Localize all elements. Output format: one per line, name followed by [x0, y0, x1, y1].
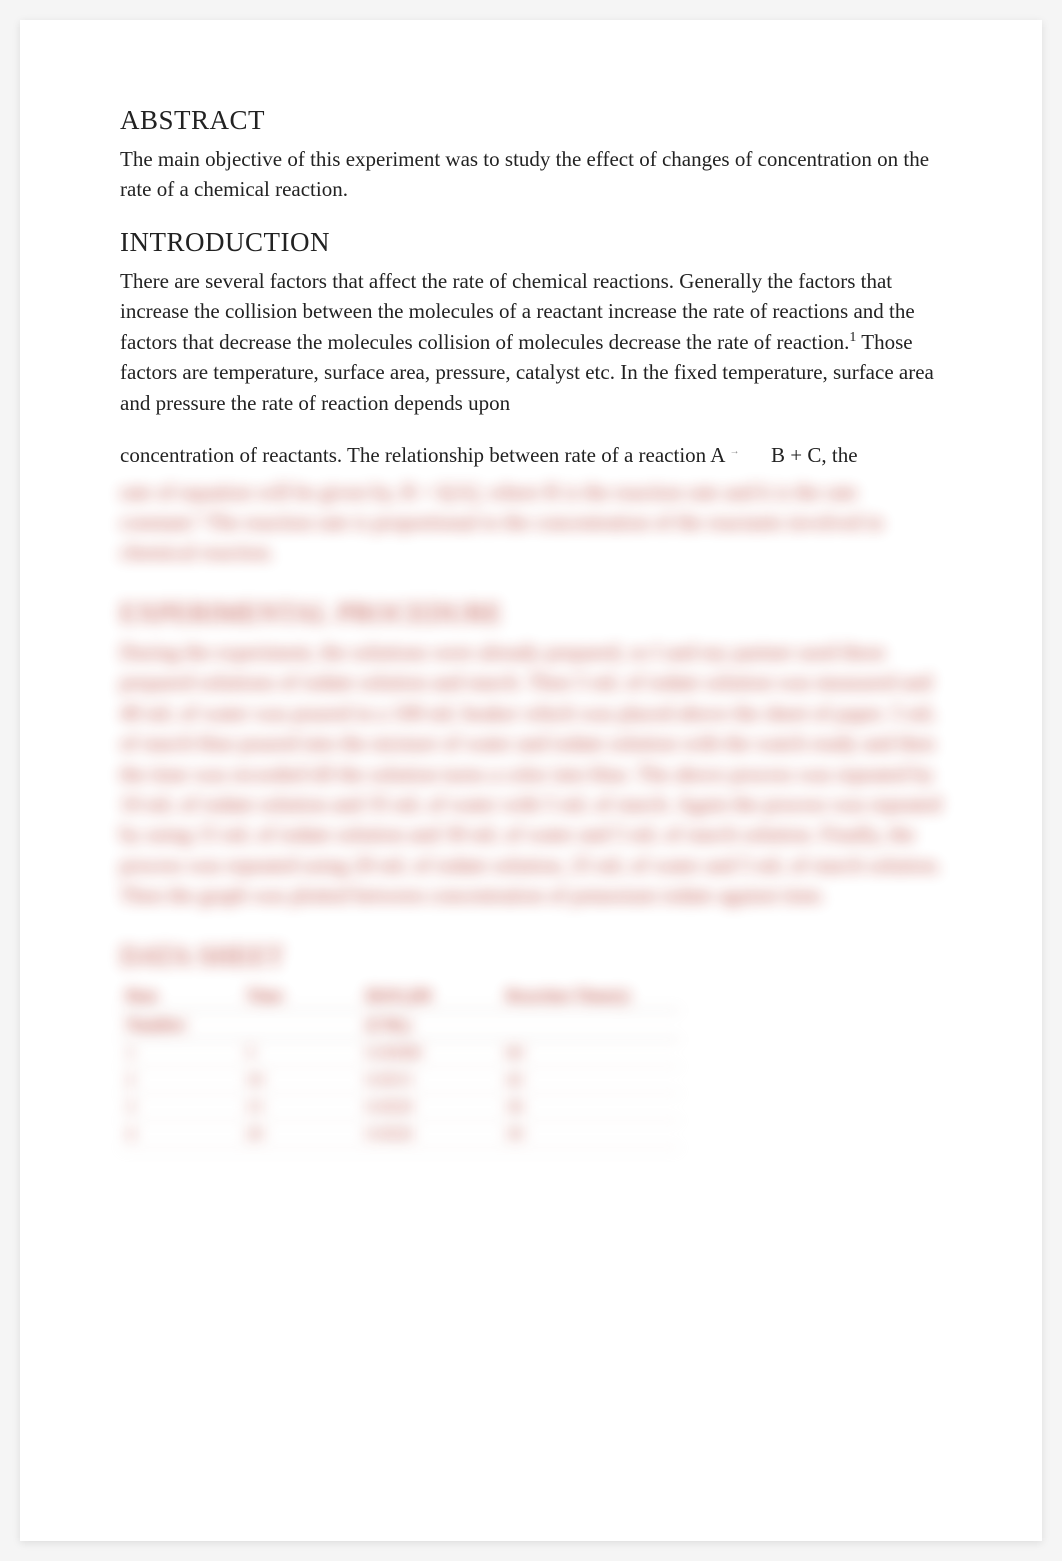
subcol-number: Number	[120, 1010, 240, 1039]
cell: 36	[500, 1093, 680, 1120]
table-row: 4 20 0.0026 30	[120, 1120, 680, 1147]
cell: 0.0015	[360, 1066, 500, 1093]
experimental-procedure-heading: EXPERIMENTAL PROCEDURE	[120, 598, 942, 629]
cell: 2	[120, 1066, 240, 1093]
table-header-row: Run Time [KIO₃]M Reaction Time(s)	[120, 982, 680, 1011]
col-run: Run	[120, 982, 240, 1011]
experimental-procedure-body: During the experiment, the solutions wer…	[120, 637, 942, 911]
cell: 0.0020	[360, 1093, 500, 1120]
table-row: 3 15 0.0020 36	[120, 1093, 680, 1120]
equation-text-pre: concentration of reactants. The relation…	[120, 443, 724, 467]
cell: 15	[240, 1093, 360, 1120]
cell: 0.00088	[360, 1039, 500, 1066]
document-page: ABSTRACT The main objective of this expe…	[20, 20, 1042, 1541]
cell: 60	[500, 1039, 680, 1066]
reaction-equation-line: concentration of reactants. The relation…	[120, 440, 942, 470]
col-kio3: [KIO₃]M	[360, 982, 500, 1011]
cell: 0.0026	[360, 1120, 500, 1147]
cell: 3	[120, 1093, 240, 1120]
cell: 10	[240, 1066, 360, 1093]
cell: 20	[240, 1120, 360, 1147]
introduction-heading: INTRODUCTION	[120, 227, 942, 258]
abstract-body: The main objective of this experiment wa…	[120, 144, 942, 205]
cell: 30	[500, 1120, 680, 1147]
introduction-body: There are several factors that affect th…	[120, 266, 942, 418]
subcol-blank2	[500, 1010, 680, 1039]
blurred-preview-region: rate of equation will be given by, R = k…	[120, 477, 942, 1148]
intro-text-part1: There are several factors that affect th…	[120, 269, 915, 354]
subcol-blank1	[240, 1010, 360, 1039]
introduction-block: INTRODUCTION There are several factors t…	[120, 227, 942, 471]
blurred-continuation: rate of equation will be given by, R = k…	[120, 477, 942, 568]
data-table: Run Time [KIO₃]M Reaction Time(s) Number…	[120, 982, 680, 1148]
cell: 42	[500, 1066, 680, 1093]
reaction-arrow-hint: →	[730, 446, 740, 457]
table-row: 1 5 0.00088 60	[120, 1039, 680, 1066]
cell: 5	[240, 1039, 360, 1066]
abstract-heading: ABSTRACT	[120, 105, 942, 136]
cell: 1	[120, 1039, 240, 1066]
cell: 4	[120, 1120, 240, 1147]
equation-text-post: B + C, the	[771, 443, 858, 467]
col-reaction-time: Reaction Time(s)	[500, 982, 680, 1011]
data-table-wrapper: Run Time [KIO₃]M Reaction Time(s) Number…	[120, 982, 942, 1148]
table-subheader-row: Number (CMₒ)	[120, 1010, 680, 1039]
table-row: 2 10 0.0015 42	[120, 1066, 680, 1093]
data-sheet-heading: DATA SHEET	[120, 941, 942, 972]
subcol-cmo: (CMₒ)	[360, 1010, 500, 1039]
col-time: Time	[240, 982, 360, 1011]
